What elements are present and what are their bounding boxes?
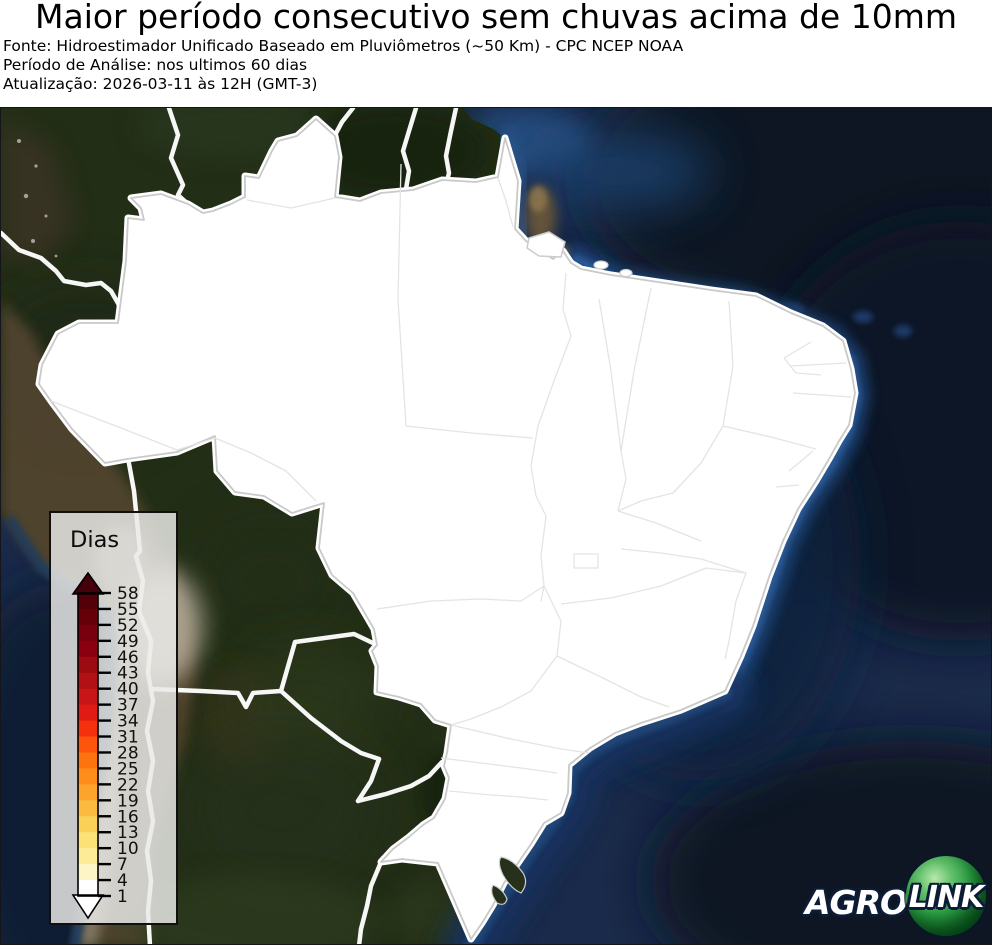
legend-band xyxy=(78,768,98,785)
legend-box: Dias 58 55 52 49 46 43 40 37 34 31 28 25 22 19 16 13 10 7… xyxy=(49,511,178,925)
header-meta: Fonte: Hidroestimador Unificado Baseado … xyxy=(3,37,683,95)
legend-tick-label: 55 xyxy=(117,600,139,620)
map-canvas: Dias 58 55 52 49 46 43 40 37 34 31 28 25 22 19 16 13 10 7… xyxy=(0,107,992,945)
brazil-coast-line xyxy=(38,118,856,940)
marajo-island xyxy=(526,231,566,258)
legend-band xyxy=(78,848,98,865)
state-borders xyxy=(50,163,852,801)
legend-band xyxy=(78,752,98,770)
border-uruguay-river xyxy=(356,859,384,944)
legend-band xyxy=(78,656,98,674)
legend-tick-label: 19 xyxy=(117,791,139,811)
lagoa-mirim xyxy=(491,884,508,905)
legend-tick-label: 28 xyxy=(117,743,139,763)
legend-band xyxy=(78,720,98,738)
legend-tick-label: 37 xyxy=(117,696,139,716)
legend-tick-label: 1 xyxy=(117,887,128,907)
legend-tick-label: 22 xyxy=(117,775,139,795)
border-guyana-suriname xyxy=(400,108,419,192)
logo-sphere-icon: LINK xyxy=(906,856,986,936)
legend-tick-label: 40 xyxy=(117,680,139,700)
coastal-island xyxy=(593,260,609,270)
logo-text-link: LINK xyxy=(908,880,985,915)
agrolink-logo: AGRO LINK xyxy=(799,853,991,943)
logo-text-agro: AGRO xyxy=(805,883,908,922)
border-colombia-peru xyxy=(1,230,122,326)
legend-band xyxy=(78,593,98,610)
border-parana-river xyxy=(355,759,445,804)
legend-band xyxy=(78,688,98,706)
legend-tick-label: 4 xyxy=(117,871,128,891)
legend-tick-label: 46 xyxy=(117,648,139,668)
legend-arrow-up xyxy=(71,571,105,595)
legend-band xyxy=(78,624,98,642)
lagoa-dos-patos xyxy=(498,856,527,894)
legend-band xyxy=(78,816,98,833)
legend-tick-label: 10 xyxy=(117,839,139,859)
page-title: Maior período consecutivo sem chuvas aci… xyxy=(35,0,957,36)
legend-band xyxy=(78,608,98,626)
legend-band xyxy=(78,832,98,849)
border-paraguay-argentina-pilcomayo xyxy=(278,688,382,762)
legend-band xyxy=(78,672,98,690)
legend-band xyxy=(78,640,98,658)
border-bolivia-paraguay xyxy=(278,631,380,694)
legend-band xyxy=(78,864,98,881)
legend-tick-label: 43 xyxy=(117,664,139,684)
border-venezuela-guyana xyxy=(332,108,356,138)
source-line: Fonte: Hidroestimador Unificado Baseado … xyxy=(3,37,684,55)
border-bolivia-argentina xyxy=(148,686,284,710)
legend-tick-label: 52 xyxy=(117,616,139,636)
legend-tick-label: 25 xyxy=(117,759,139,779)
legend-tick-label: 49 xyxy=(117,632,139,652)
legend-tick-label: 34 xyxy=(117,712,139,732)
legend-band xyxy=(78,800,98,817)
legend-bar-frame xyxy=(77,592,99,897)
legend-tick-label: 58 xyxy=(117,584,139,604)
legend-title: Dias xyxy=(70,527,120,553)
legend-tick-label: 13 xyxy=(117,823,139,843)
period-line: Período de Análise: nos ultimos 60 dias xyxy=(3,56,308,75)
legend-arrow-down xyxy=(71,894,105,920)
coastal-island xyxy=(619,268,633,278)
legend-band xyxy=(78,880,98,897)
legend-band xyxy=(78,704,98,722)
border-paraguay-river xyxy=(355,756,382,804)
brazil-region xyxy=(35,115,859,943)
border-venezuela-colombia xyxy=(166,108,191,207)
legend-band xyxy=(78,784,98,801)
legend-tick-label: 7 xyxy=(117,855,128,875)
legend-tick-label: 16 xyxy=(117,807,139,827)
border-suriname-frenchguiana xyxy=(443,108,459,184)
legend-band xyxy=(78,736,98,754)
header: Maior período consecutivo sem chuvas aci… xyxy=(0,0,992,107)
updated-line: Atualização: 2026-03-11 às 12H (GMT-3) xyxy=(3,75,318,94)
legend-tick-label: 31 xyxy=(117,728,139,748)
